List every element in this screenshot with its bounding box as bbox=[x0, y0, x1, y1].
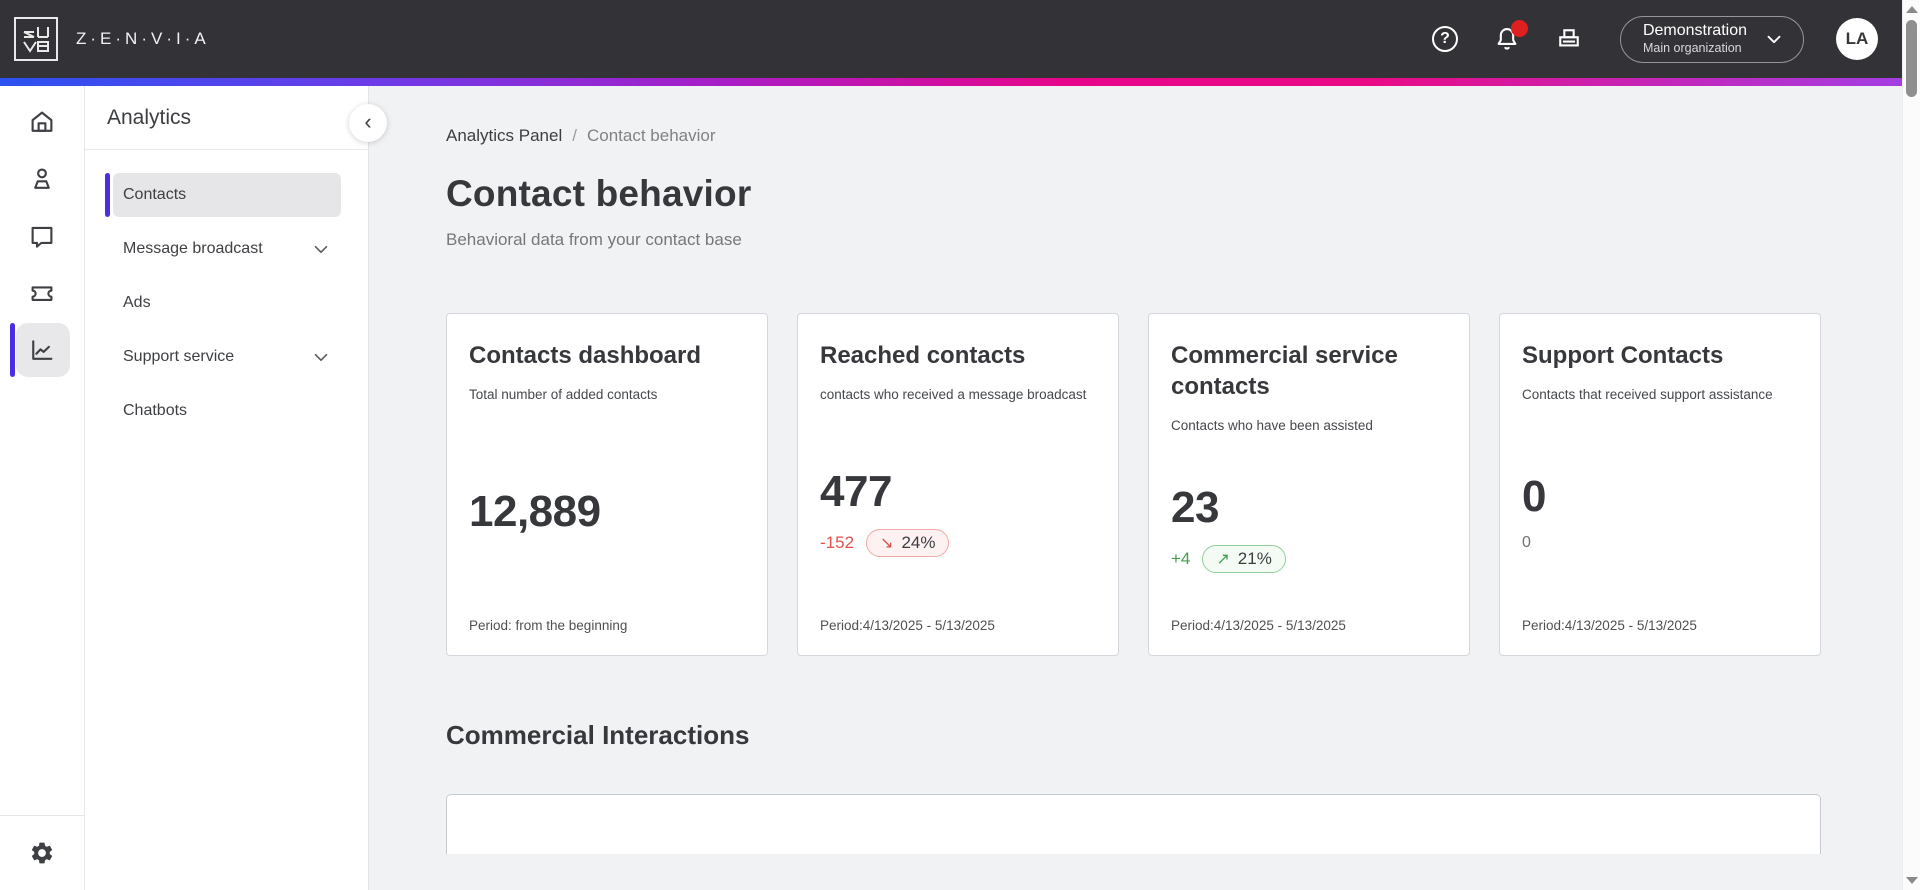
trend-down-arrow-icon: ↘ bbox=[880, 535, 894, 552]
card-title: Commercial service contacts bbox=[1171, 342, 1398, 400]
trend-percent: 21% bbox=[1237, 548, 1272, 568]
card-value: 477 bbox=[820, 467, 892, 516]
card-period: Period: from the beginning bbox=[469, 618, 628, 633]
card-value: 23 bbox=[1171, 482, 1219, 532]
scrollbar-thumb[interactable] bbox=[1906, 20, 1917, 97]
icon-rail bbox=[0, 86, 85, 890]
sidebar-item-chatbots[interactable]: Chatbots bbox=[85, 389, 368, 433]
card-title: Reached contacts bbox=[820, 342, 1026, 369]
card-commercial-service-contacts: Commercial service contacts Contacts who… bbox=[1148, 313, 1470, 656]
trend-percent: 24% bbox=[901, 533, 936, 552]
sidebar-item-label: Ads bbox=[123, 294, 151, 311]
chevron-down-icon bbox=[310, 346, 332, 368]
sidebar-item-label: Support service bbox=[123, 348, 235, 365]
printer-icon bbox=[1559, 29, 1579, 47]
organization-selector[interactable]: Demonstration Main organization bbox=[1619, 15, 1804, 63]
breadcrumb-separator: / bbox=[572, 126, 577, 145]
page-title: Contact behavior bbox=[446, 173, 752, 214]
section-title-commercial-interactions: Commercial Interactions bbox=[446, 720, 750, 750]
breadcrumb: Analytics Panel / Contact behavior bbox=[446, 126, 1902, 146]
card-delta: -152 bbox=[820, 533, 855, 552]
sidebar-item-contacts[interactable]: Contacts bbox=[85, 173, 368, 217]
sidebar-item-ads[interactable]: Ads bbox=[85, 281, 368, 325]
person-icon bbox=[34, 168, 50, 189]
line-chart-icon bbox=[32, 340, 53, 360]
card-value: 0 bbox=[1522, 472, 1546, 521]
card-reached-contacts: Reached contacts contacts who received a… bbox=[797, 313, 1119, 656]
chevron-down-icon bbox=[1767, 35, 1781, 44]
sidebar-item-label: Chatbots bbox=[123, 402, 188, 419]
card-delta: +4 bbox=[1171, 548, 1191, 568]
card-support-contacts: Support Contacts Contacts that received … bbox=[1499, 313, 1821, 656]
print-button[interactable] bbox=[1554, 24, 1584, 54]
zenvia-logo-icon bbox=[14, 17, 58, 61]
trend-up-arrow-icon: ↗ bbox=[1216, 550, 1230, 568]
rail-item-campaigns[interactable] bbox=[0, 266, 85, 320]
rail-item-analytics[interactable] bbox=[0, 323, 85, 377]
user-avatar[interactable]: LA bbox=[1836, 18, 1878, 60]
active-item-highlight bbox=[113, 173, 341, 217]
notification-badge bbox=[1510, 20, 1528, 37]
sidebar-item-label: Message broadcast bbox=[123, 240, 263, 257]
help-icon: ? bbox=[1431, 26, 1458, 52]
trend-badge-down: ↘ 24% bbox=[866, 529, 950, 557]
organization-subtitle: Main organization bbox=[1642, 41, 1742, 56]
notifications-button[interactable] bbox=[1492, 20, 1528, 54]
chevron-left-icon: ‹ bbox=[364, 108, 372, 134]
page-subtitle: Behavioral data from your contact base bbox=[446, 230, 742, 249]
card-delta: 0 bbox=[1522, 534, 1531, 551]
organization-name: Demonstration bbox=[1642, 22, 1747, 40]
brand-wordmark: Z·E·N·V·I·A bbox=[76, 29, 210, 48]
rail-item-settings[interactable] bbox=[0, 815, 84, 890]
card-description: Contacts who have been assisted bbox=[1171, 418, 1373, 433]
bell-icon bbox=[1497, 28, 1517, 50]
ticket-icon bbox=[31, 286, 53, 301]
active-item-indicator bbox=[105, 173, 110, 217]
page-scrollbar[interactable] bbox=[1902, 0, 1920, 890]
breadcrumb-current: Contact behavior bbox=[586, 126, 716, 145]
rail-item-contacts[interactable] bbox=[0, 152, 85, 206]
brand-gradient-bar bbox=[0, 78, 1902, 86]
sidebar-item-support-service[interactable]: Support service bbox=[85, 335, 368, 379]
main-content: Analytics Panel / Contact behavior Conta… bbox=[369, 86, 1902, 890]
help-button[interactable]: ? bbox=[1430, 24, 1460, 54]
sidebar-item-message-broadcast[interactable]: Message broadcast bbox=[85, 227, 368, 271]
top-bar: Z·E·N·V·I·A ? Demonstration Main organiz… bbox=[0, 0, 1902, 78]
metric-cards-row: Contacts dashboard Total number of added… bbox=[446, 313, 1902, 656]
trend-badge-up: ↗ 21% bbox=[1202, 544, 1286, 573]
analytics-sidebar: Analytics ‹ Contacts Message broadcast A… bbox=[85, 86, 387, 890]
sidebar-collapse-button[interactable]: ‹ bbox=[349, 104, 387, 142]
breadcrumb-analytics-panel[interactable]: Analytics Panel bbox=[446, 126, 563, 145]
chat-bubble-icon bbox=[31, 226, 53, 248]
card-period: Period:4/13/2025 - 5/13/2025 bbox=[820, 618, 995, 633]
card-contacts-dashboard: Contacts dashboard Total number of added… bbox=[446, 313, 768, 656]
chevron-down-icon bbox=[310, 238, 332, 260]
card-period: Period:4/13/2025 - 5/13/2025 bbox=[1522, 618, 1697, 633]
home-icon bbox=[31, 111, 53, 132]
card-title: Contacts dashboard bbox=[469, 342, 702, 369]
card-description: Total number of added contacts bbox=[469, 387, 658, 402]
commercial-interactions-card bbox=[446, 794, 1821, 854]
rail-item-messages[interactable] bbox=[0, 209, 85, 263]
card-period: Period:4/13/2025 - 5/13/2025 bbox=[1171, 618, 1346, 633]
card-value: 12,889 bbox=[469, 487, 601, 536]
card-title: Support Contacts bbox=[1522, 342, 1724, 369]
card-description: contacts who received a message broadcas… bbox=[820, 387, 1087, 402]
gear-icon bbox=[31, 842, 53, 864]
sidebar-title: Analytics bbox=[107, 105, 192, 129]
active-rail-indicator bbox=[9, 323, 15, 377]
scrollbar-down-arrow[interactable] bbox=[1906, 877, 1918, 884]
rail-item-home[interactable] bbox=[0, 95, 85, 149]
sidebar-item-label: Contacts bbox=[123, 186, 187, 203]
card-description: Contacts that received support assistanc… bbox=[1522, 387, 1773, 402]
scrollbar-up-arrow[interactable] bbox=[1906, 6, 1918, 13]
